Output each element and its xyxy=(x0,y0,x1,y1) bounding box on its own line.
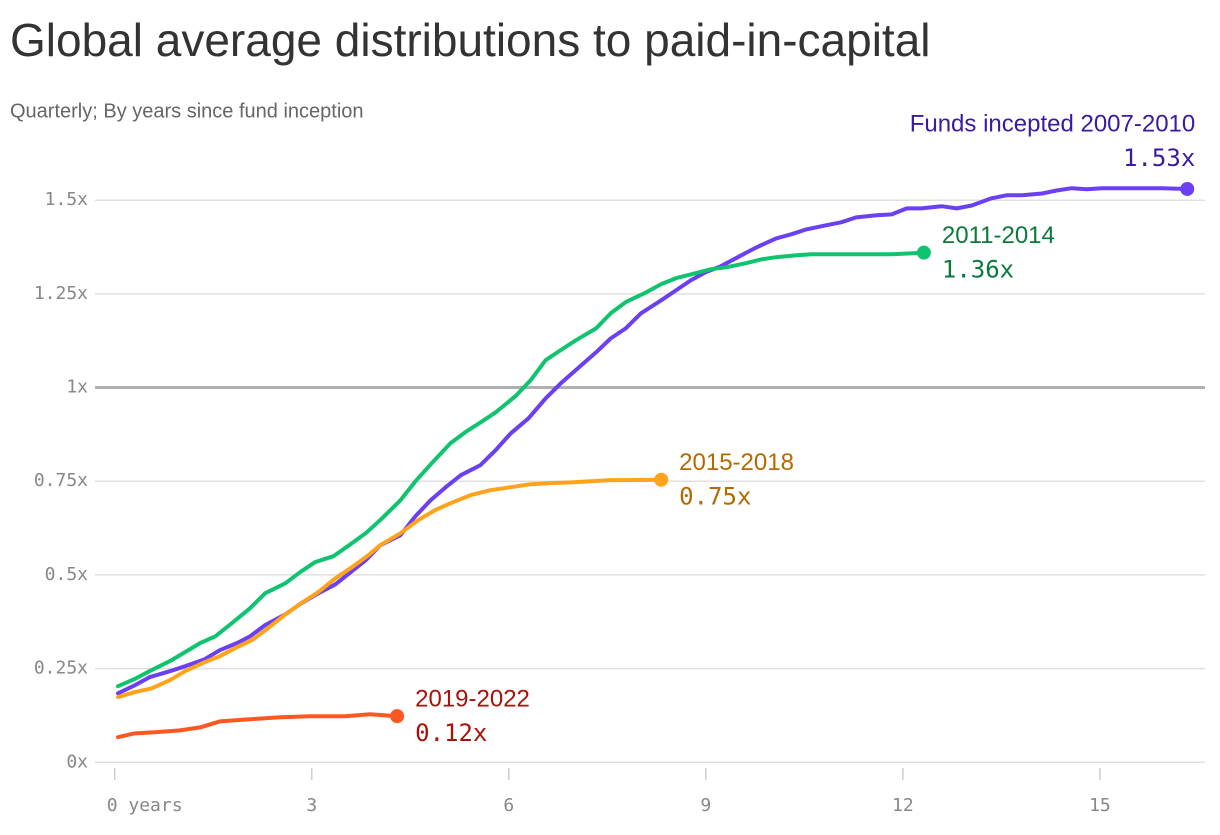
end-point xyxy=(654,472,669,487)
x-tick-label: 0 years xyxy=(107,795,183,816)
end-point xyxy=(916,245,931,260)
end-point xyxy=(1180,181,1195,196)
chart-subtitle: Quarterly; By years since fund inception xyxy=(10,100,364,122)
y-tick-label: 0.75x xyxy=(34,470,88,491)
y-tick-label: 1.5x xyxy=(45,189,89,210)
x-tick-label: 9 xyxy=(700,795,711,816)
y-tick-label: 0x xyxy=(66,751,88,772)
value-label: 1.53x xyxy=(1123,144,1195,172)
series-label: Funds incepted 2007-2010 xyxy=(910,110,1196,137)
y-tick-label: 1.25x xyxy=(34,283,88,304)
y-tick-label: 0.25x xyxy=(34,658,88,679)
series-line xyxy=(116,712,400,740)
end-point xyxy=(390,709,405,724)
series-label: 2015-2018 xyxy=(679,449,794,476)
value-label: 0.12x xyxy=(415,719,487,747)
series-line xyxy=(116,477,664,700)
value-label: 0.75x xyxy=(679,483,751,511)
y-tick-label: 0.5x xyxy=(45,564,89,585)
series-line xyxy=(116,250,926,689)
x-tick-label: 15 xyxy=(1089,795,1111,816)
series-label: 2019-2022 xyxy=(415,686,530,713)
x-tick-label: 6 xyxy=(503,795,514,816)
y-tick-label: 1x xyxy=(66,377,88,398)
x-tick-label: 3 xyxy=(306,795,317,816)
value-label: 1.36x xyxy=(942,256,1014,284)
series-label: 2011-2014 xyxy=(942,222,1055,249)
x-tick-label: 12 xyxy=(892,795,914,816)
chart-title: Global average distributions to paid-in-… xyxy=(10,14,931,66)
